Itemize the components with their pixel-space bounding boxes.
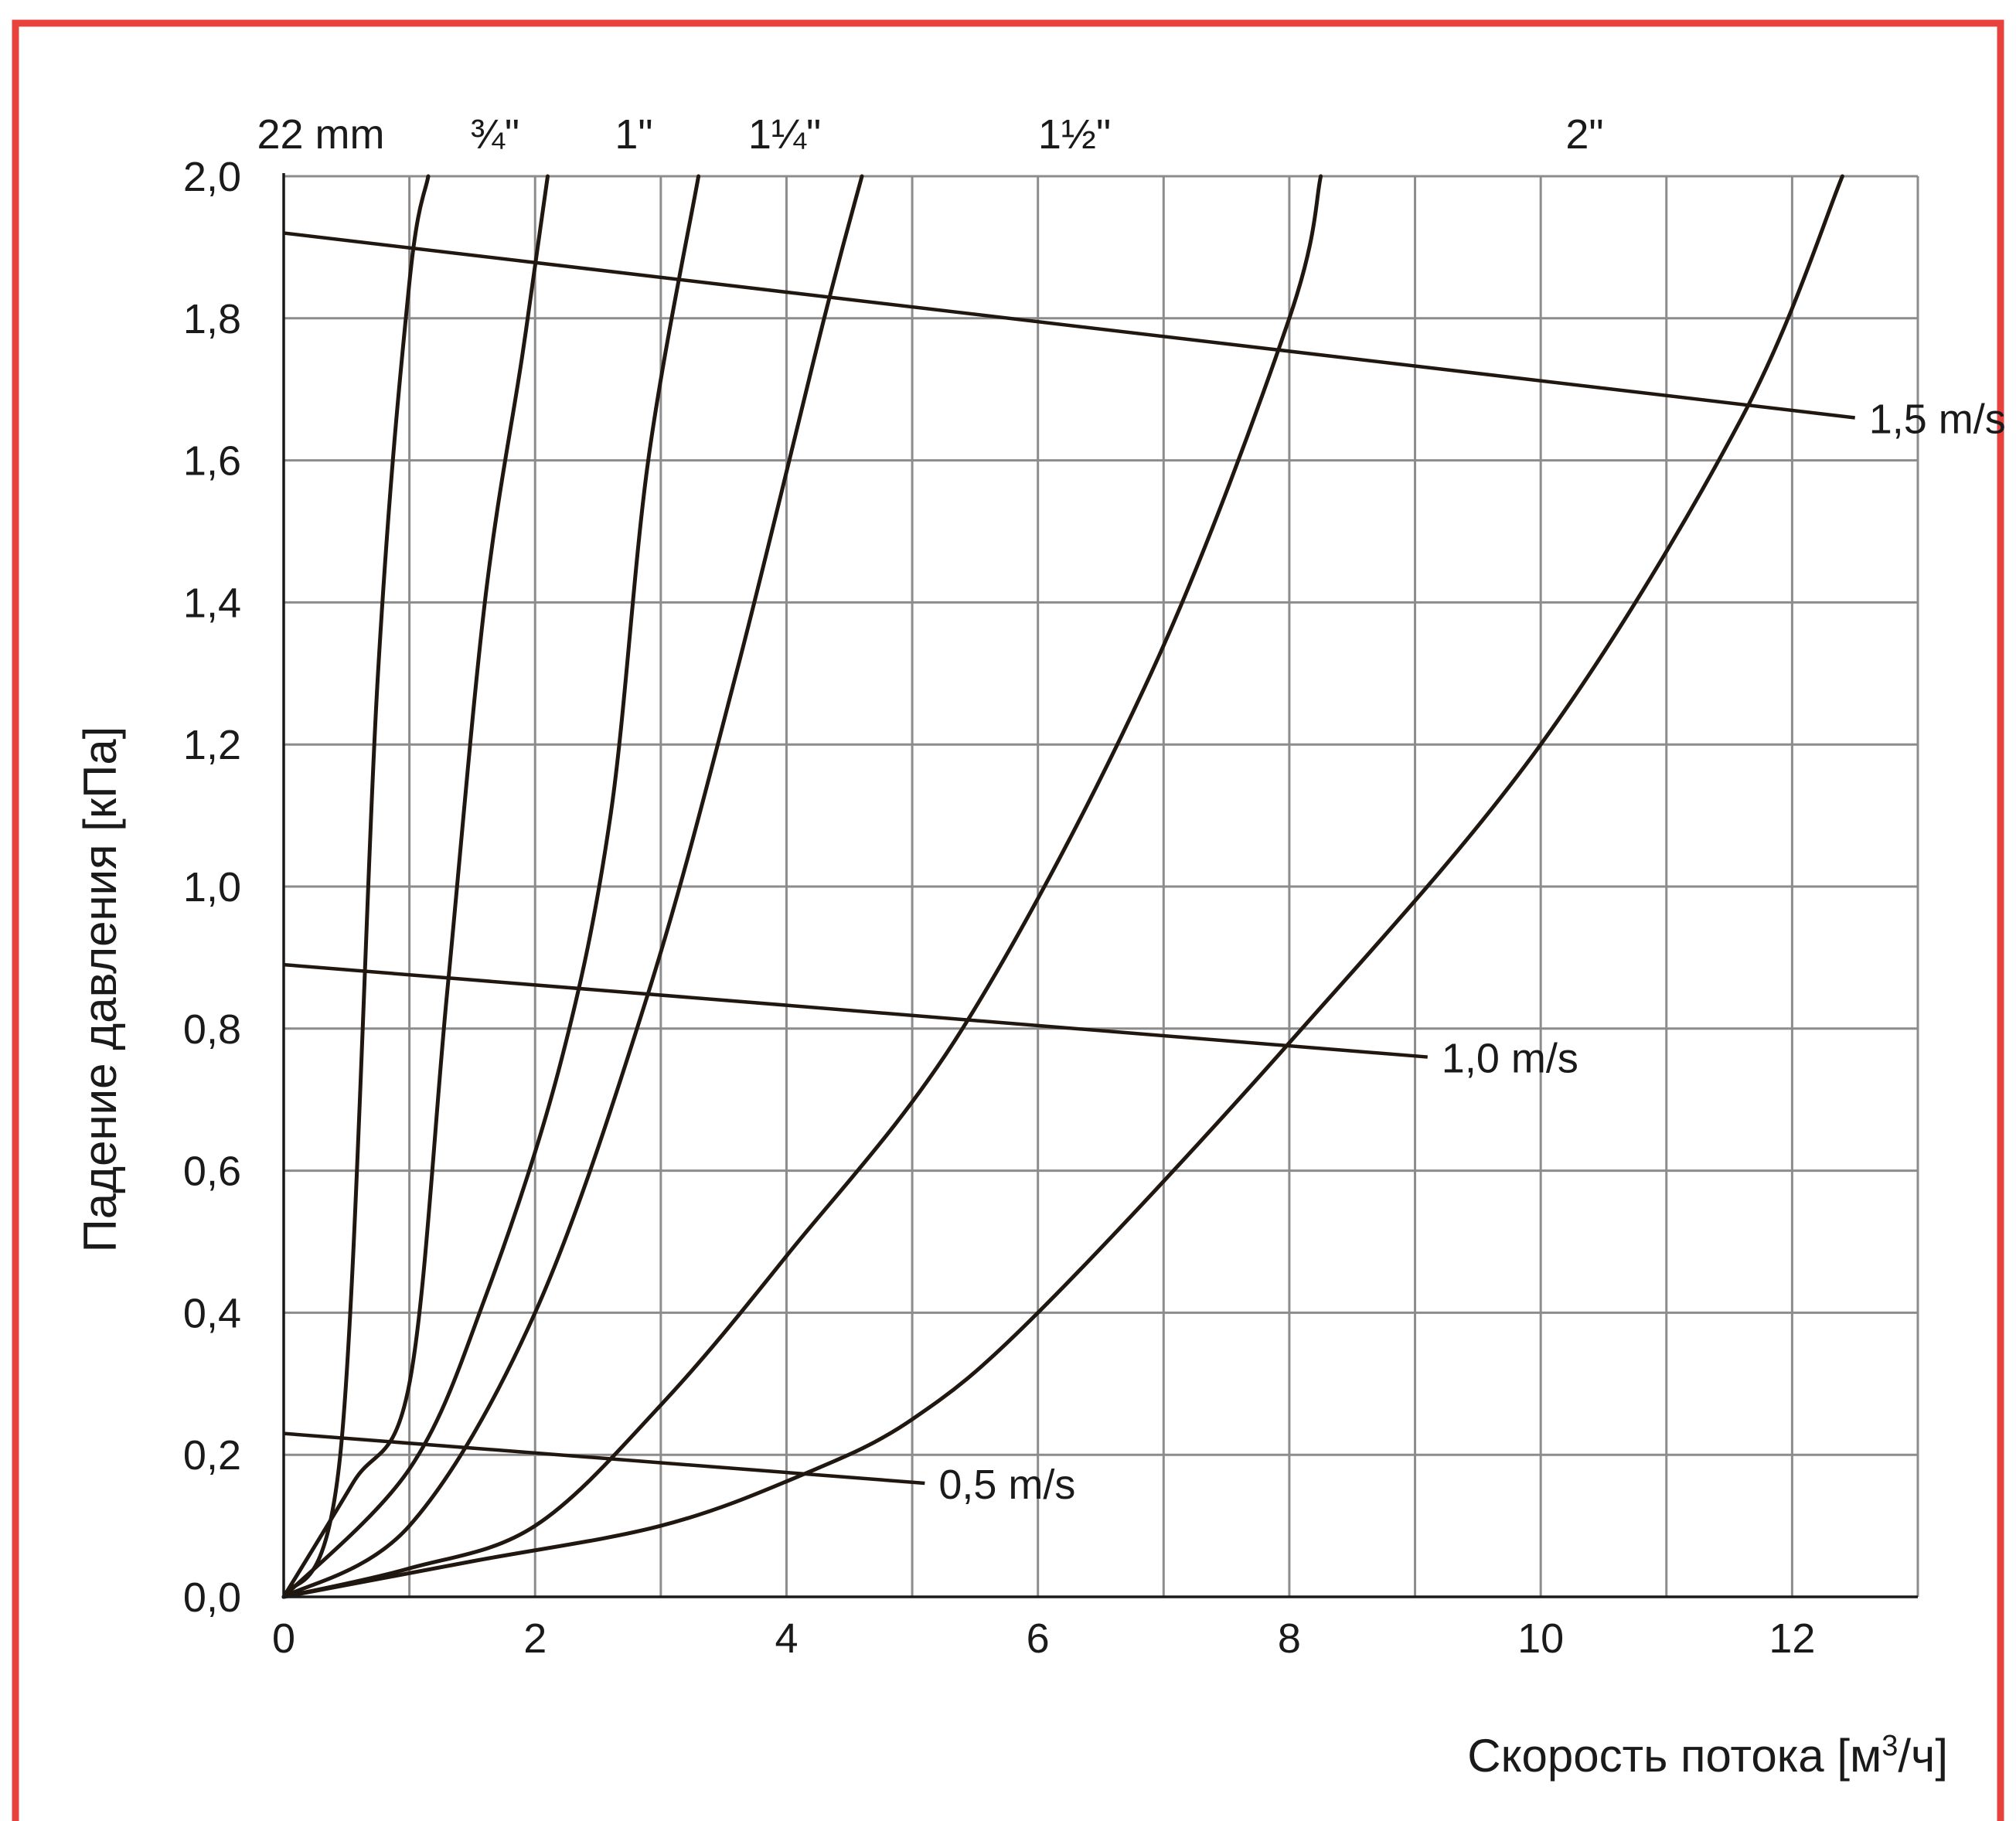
pipe-label: 1¼" — [748, 111, 821, 158]
y-tick-label: 0,4 — [183, 1290, 241, 1336]
pipe-label: 2" — [1565, 111, 1603, 158]
velocity-label: 1,5 m/s — [1869, 396, 2006, 442]
x-tick-label: 8 — [1278, 1615, 1301, 1662]
x-tick-label: 2 — [523, 1615, 547, 1662]
y-tick-label: 1,8 — [183, 296, 241, 342]
x-tick-label: 12 — [1769, 1615, 1815, 1662]
y-tick-label: 1,2 — [183, 722, 241, 768]
y-tick-label: 1,4 — [183, 580, 241, 626]
x-tick-label: 4 — [775, 1615, 798, 1662]
y-tick-label: 0,2 — [183, 1432, 241, 1479]
pipe-label: 22 mm — [257, 111, 384, 158]
x-tick-label: 6 — [1027, 1615, 1050, 1662]
pipe-label: 1½" — [1038, 111, 1111, 158]
pipe-label: 1" — [615, 111, 652, 158]
x-tick-label: 10 — [1517, 1615, 1564, 1662]
x-axis-title-base: Скорость потока [м — [1467, 1730, 1881, 1782]
y-tick-label: 0,0 — [183, 1574, 241, 1621]
pipe-label: ¾" — [470, 111, 519, 158]
x-axis-title-superscript: 3 — [1881, 1730, 1898, 1762]
y-tick-label: 1,0 — [183, 864, 241, 911]
x-tick-label: 0 — [272, 1615, 295, 1662]
y-tick-label: 0,8 — [183, 1006, 241, 1053]
x-axis-title-tail: /ч] — [1898, 1730, 1948, 1782]
velocity-label: 1,0 m/s — [1442, 1036, 1578, 1082]
velocity-label: 0,5 m/s — [938, 1462, 1075, 1508]
x-axis-title: Скорость потока [м3/ч] — [1467, 1730, 1948, 1782]
y-tick-label: 1,6 — [183, 438, 241, 485]
y-axis-title: Падение давления [кПа] — [74, 727, 126, 1253]
y-tick-label: 2,0 — [183, 154, 241, 200]
y-tick-label: 0,6 — [183, 1149, 241, 1195]
